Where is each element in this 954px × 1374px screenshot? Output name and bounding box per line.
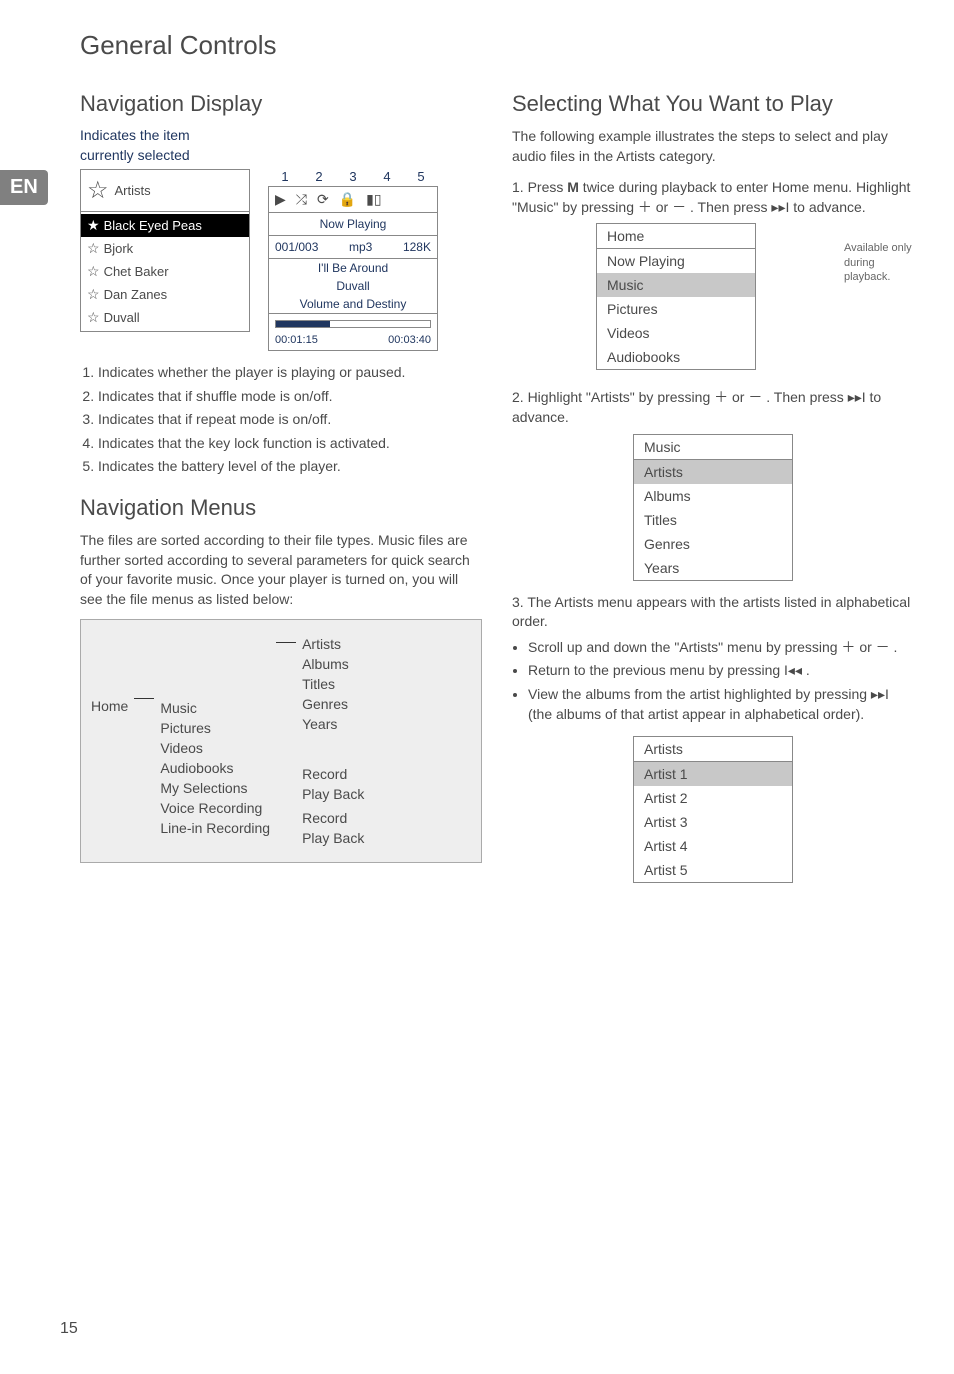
step-2: 2. Highlight "Artists" by pressing ＋ or … <box>512 388 914 427</box>
song-title: I'll Be Around <box>269 259 437 277</box>
track-position: 001/003 <box>275 240 318 254</box>
tree-item: Record <box>302 808 364 828</box>
indicator-numbers: 12345 <box>268 169 438 184</box>
battery-icon: ▮▯ <box>366 191 381 208</box>
tree-item: Audiobooks <box>160 758 270 778</box>
status-icons: ▶ ⤮ ⟳ 🔒 ▮▯ <box>269 187 437 213</box>
artist-row: ☆Chet Baker <box>81 260 249 283</box>
tree-item: Albums <box>302 654 364 674</box>
step-3-bullets: Scroll up and down the "Artists" menu by… <box>528 638 914 724</box>
artist-row: ☆Dan Zanes <box>81 283 249 306</box>
heading-navigation-display: Navigation Display <box>80 91 482 117</box>
now-playing-title: Now Playing <box>269 213 437 236</box>
indicator-item: Indicates whether the player is playing … <box>98 363 482 383</box>
track-bitrate: 128K <box>403 240 431 254</box>
progress-bar <box>269 314 437 334</box>
bullet-item: View the albums from the artist highligh… <box>528 685 914 724</box>
menu-item: Audiobooks <box>597 345 755 369</box>
menu-item: Artist 1 <box>634 762 792 786</box>
menu-item: Music <box>597 273 755 297</box>
selecting-intro: The following example illustrates the st… <box>512 127 914 166</box>
menu-item: Artist 3 <box>634 810 792 834</box>
heading-selecting: Selecting What You Want to Play <box>512 91 914 117</box>
tree-item: Artists <box>302 634 364 654</box>
menu-tree: Home MusicPicturesVideosAudiobooksMy Sel… <box>80 619 482 863</box>
indicator-item: Indicates that if shuffle mode is on/off… <box>98 387 482 407</box>
indicator-item: Indicates that if repeat mode is on/off. <box>98 410 482 430</box>
shuffle-icon: ⤮ <box>296 191 307 208</box>
song-artist: Duvall <box>269 277 437 295</box>
caption-indicates-item: Indicates the item <box>80 127 482 143</box>
navigation-menus-para: The files are sorted according to their … <box>80 531 482 609</box>
tree-item: Play Back <box>302 828 364 848</box>
now-playing-screen: ▶ ⤮ ⟳ 🔒 ▮▯ Now Playing 001/003 mp3 128K … <box>268 186 438 351</box>
bullet-item: Return to the previous menu by pressing … <box>528 661 914 681</box>
artists-header-label: Artists <box>115 183 151 198</box>
menu-item: Videos <box>597 321 755 345</box>
star-icon: ☆ <box>87 176 109 205</box>
side-note: Available only during playback. <box>844 241 914 284</box>
tree-item: Pictures <box>160 718 270 738</box>
music-menu-screen: MusicArtistsAlbumsTitlesGenresYears <box>633 434 793 581</box>
menu-item: Artist 5 <box>634 858 792 882</box>
bullet-item: Scroll up and down the "Artists" menu by… <box>528 638 914 658</box>
artist-row: ★Black Eyed Peas <box>81 214 249 237</box>
tree-item: Videos <box>160 738 270 758</box>
page-number: 15 <box>60 1320 78 1338</box>
tree-item: Play Back <box>302 784 364 804</box>
menu-item: Titles <box>634 508 792 532</box>
menu-header: Artists <box>634 737 792 762</box>
menu-item: Genres <box>634 532 792 556</box>
tree-item: Years <box>302 714 364 734</box>
indicator-item: Indicates that the key lock function is … <box>98 434 482 454</box>
menu-item: Artists <box>634 460 792 484</box>
menu-item: Artist 4 <box>634 834 792 858</box>
indicator-list: Indicates whether the player is playing … <box>98 363 482 477</box>
play-icon: ▶ <box>275 191 286 208</box>
artists-screen: ☆ Artists ★Black Eyed Peas☆Bjork☆Chet Ba… <box>80 169 250 332</box>
track-format: mp3 <box>349 240 372 254</box>
home-menu-screen: HomeNow PlayingMusicPicturesVideosAudiob… <box>596 223 756 370</box>
song-album: Volume and Destiny <box>269 295 437 314</box>
menu-item: Albums <box>634 484 792 508</box>
menu-item: Now Playing <box>597 249 755 273</box>
artist-row: ☆Bjork <box>81 237 249 260</box>
time-total: 00:03:40 <box>388 334 431 346</box>
indicator-item: Indicates the battery level of the playe… <box>98 457 482 477</box>
repeat-icon: ⟳ <box>317 191 329 208</box>
menu-item: Pictures <box>597 297 755 321</box>
tree-item: Record <box>302 764 364 784</box>
tree-item: My Selections <box>160 778 270 798</box>
menu-item: Artist 2 <box>634 786 792 810</box>
heading-navigation-menus: Navigation Menus <box>80 495 482 521</box>
track-info-row: 001/003 mp3 128K <box>269 236 437 259</box>
time-elapsed: 00:01:15 <box>275 334 318 346</box>
step-1: 1. Press M twice during playback to ente… <box>512 178 914 217</box>
step-3: 3. The Artists menu appears with the art… <box>512 593 914 632</box>
artists-menu-screen: ArtistsArtist 1Artist 2Artist 3Artist 4A… <box>633 736 793 883</box>
tree-item: Music <box>160 698 270 718</box>
artists-header: ☆ Artists <box>81 170 249 212</box>
menu-header: Music <box>634 435 792 460</box>
tree-home: Home <box>91 698 128 714</box>
tree-item: Voice Recording <box>160 798 270 818</box>
tree-item: Titles <box>302 674 364 694</box>
menu-item: Years <box>634 556 792 580</box>
menu-header: Home <box>597 224 755 249</box>
tree-item: Genres <box>302 694 364 714</box>
tree-item: Line-in Recording <box>160 818 270 838</box>
artist-row: ☆Duvall <box>81 306 249 329</box>
page-title: General Controls <box>80 30 914 61</box>
lock-icon: 🔒 <box>339 191 356 208</box>
caption-currently-selected: currently selected <box>80 147 482 163</box>
language-tab: EN <box>0 170 48 205</box>
